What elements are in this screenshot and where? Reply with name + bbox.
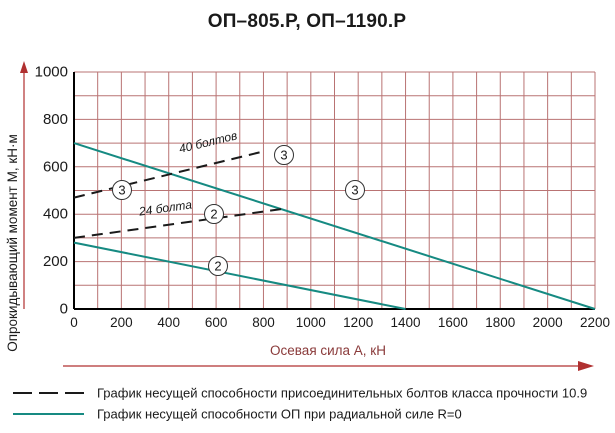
svg-text:800: 800 bbox=[252, 315, 275, 330]
svg-text:2200: 2200 bbox=[580, 315, 610, 330]
svg-text:600: 600 bbox=[43, 158, 68, 175]
svg-text:200: 200 bbox=[43, 253, 68, 270]
svg-text:График несущей способности при: График несущей способности присоединител… bbox=[97, 386, 587, 401]
svg-text:2000: 2000 bbox=[533, 315, 563, 330]
svg-text:0: 0 bbox=[60, 301, 68, 318]
svg-text:Опрокидывающий момент М, кН·м: Опрокидывающий момент М, кН·м bbox=[5, 134, 20, 352]
svg-text:800: 800 bbox=[43, 111, 68, 128]
svg-text:ОП–805.Р, ОП–1190.Р: ОП–805.Р, ОП–1190.Р bbox=[208, 11, 407, 32]
svg-text:1800: 1800 bbox=[485, 315, 515, 330]
svg-text:3: 3 bbox=[280, 148, 287, 163]
svg-text:График несущей способности ОП: График несущей способности ОП при радиал… bbox=[97, 407, 462, 422]
svg-text:200: 200 bbox=[110, 315, 133, 330]
svg-text:3: 3 bbox=[351, 183, 358, 198]
svg-text:1400: 1400 bbox=[390, 315, 420, 330]
svg-text:400: 400 bbox=[43, 206, 68, 223]
svg-text:1000: 1000 bbox=[296, 315, 326, 330]
svg-text:600: 600 bbox=[205, 315, 228, 330]
svg-text:0: 0 bbox=[70, 315, 78, 330]
svg-text:1000: 1000 bbox=[35, 64, 68, 81]
svg-text:2: 2 bbox=[214, 259, 221, 274]
svg-text:3: 3 bbox=[118, 183, 125, 198]
svg-text:400: 400 bbox=[157, 315, 180, 330]
svg-text:Осевая сила А, кН: Осевая сила А, кН bbox=[270, 343, 386, 358]
svg-text:1200: 1200 bbox=[343, 315, 373, 330]
svg-text:2: 2 bbox=[210, 207, 217, 222]
svg-text:1600: 1600 bbox=[438, 315, 468, 330]
